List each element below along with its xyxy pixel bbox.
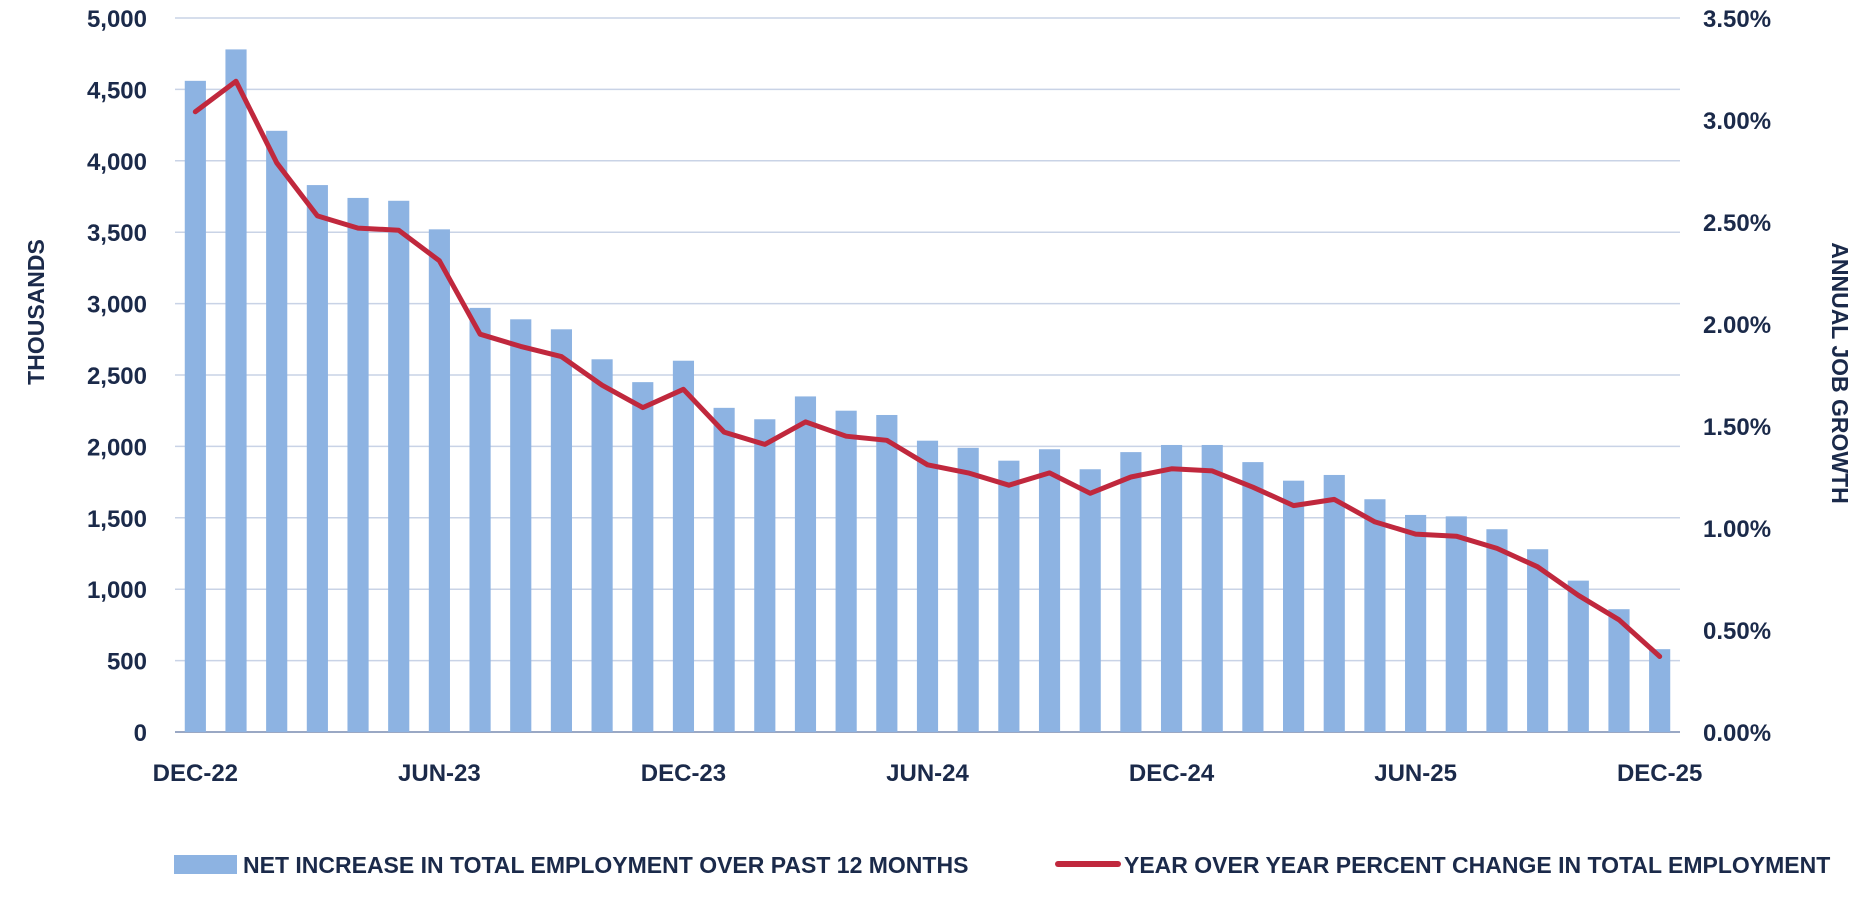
bar [266,130,288,732]
left-tick-label: 0 [134,720,147,747]
right-tick-label: 1.50% [1703,414,1771,441]
left-tick-label: 4,500 [87,77,147,104]
right-axis-title: ANNUAL JOB GROWTH [1827,242,1853,504]
bar [1405,514,1427,732]
left-tick-label: 5,000 [87,6,147,33]
x-tick-label: JUN-24 [886,760,969,787]
bar [754,419,776,732]
x-tick-label: JUN-23 [398,760,481,787]
bar [550,329,572,732]
bar [957,447,979,732]
line-series [192,78,1663,659]
bar [347,197,369,733]
legend-bar-label: NET INCREASE IN TOTAL EMPLOYMENT OVER PA… [243,852,968,878]
left-tick-label: 1,000 [87,577,147,604]
bar [632,382,654,732]
left-axis-title: THOUSANDS [23,239,49,385]
bar [713,407,735,732]
x-axis-ticks: DEC-22 JUN-23 DEC-23 JUN-24 DEC-24 JUN-25 DEC-… [153,760,1703,787]
x-tick-label: DEC-23 [641,760,726,787]
left-tick-label: 2,500 [87,363,147,390]
left-tick-label: 3,500 [87,220,147,247]
x-tick-label: DEC-24 [1129,760,1215,787]
bar [1201,444,1223,732]
bar [1283,480,1305,732]
right-tick-label: 2.50% [1703,210,1771,237]
left-tick-label: 3,000 [87,292,147,319]
bar [794,396,817,732]
bar [1445,516,1467,732]
x-tick-label: DEC-25 [1617,760,1702,787]
left-tick-label: 1,500 [87,506,147,533]
left-y-axis-ticks: 0 500 1,000 1,500 2,000 2,500 3,000 3,500 4,000 4… [87,6,147,747]
bar-series [184,49,1671,733]
left-tick-label: 500 [107,649,147,676]
bar [672,360,695,732]
right-tick-label: 3.50% [1703,6,1771,33]
bar [469,307,491,732]
right-tick-label: 0.50% [1703,618,1771,645]
bar [225,49,247,732]
bar [1486,529,1508,732]
bar [510,319,532,732]
right-tick-label: 0.00% [1703,720,1771,747]
bar [428,229,450,732]
left-tick-label: 2,000 [87,434,147,461]
bar [835,410,857,732]
left-tick-label: 4,000 [87,149,147,176]
bar [1079,469,1101,732]
bar [1160,444,1183,732]
bar [1038,449,1061,732]
bar [1323,474,1345,732]
right-tick-label: 1.00% [1703,516,1771,543]
bar [388,200,410,732]
bar [1364,499,1386,732]
bar [1242,462,1264,732]
right-tick-label: 2.00% [1703,312,1771,339]
legend: NET INCREASE IN TOTAL EMPLOYMENT OVER PA… [174,852,1830,878]
right-tick-label: 3.00% [1703,108,1771,135]
bar [184,80,206,732]
x-tick-label: DEC-22 [153,760,238,787]
right-y-axis-ticks: 0.00% 0.50% 1.00% 1.50% 2.00% 2.50% 3.00% 3.50% [1703,6,1771,747]
bar [1527,549,1549,732]
bar [1608,609,1630,732]
bar [1649,649,1671,732]
bar [876,414,898,732]
bar [1120,452,1142,732]
x-tick-label: JUN-25 [1374,760,1457,787]
bar [916,440,939,732]
legend-line-label: YEAR OVER YEAR PERCENT CHANGE IN TOTAL E… [1124,852,1830,878]
legend-bar-swatch [174,855,237,874]
bar [998,460,1020,732]
bar [306,185,328,733]
bar [1567,580,1589,732]
bar [591,359,613,732]
